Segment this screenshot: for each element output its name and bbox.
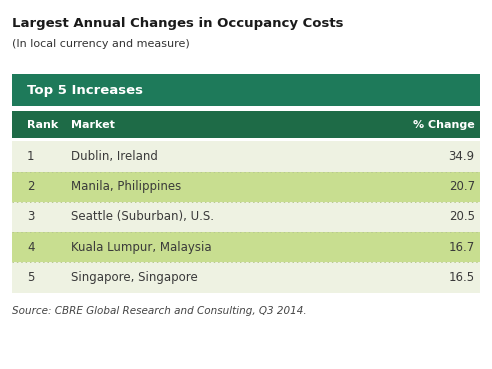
Bar [12,111,480,138]
Text: (In local currency and measure): (In local currency and measure) [12,39,190,49]
Text: Largest Annual Changes in Occupancy Costs: Largest Annual Changes in Occupancy Cost… [12,17,344,30]
Text: 5: 5 [27,271,34,284]
Text: Singapore, Singapore: Singapore, Singapore [71,271,198,284]
Text: Manila, Philippines: Manila, Philippines [71,180,182,193]
Text: 20.7: 20.7 [449,180,475,193]
Text: 1: 1 [27,150,34,163]
Text: 16.7: 16.7 [449,241,475,254]
Text: Market: Market [71,120,115,130]
Bar [12,106,480,111]
Text: 34.9: 34.9 [449,150,475,163]
Text: Kuala Lumpur, Malaysia: Kuala Lumpur, Malaysia [71,241,212,254]
Text: 20.5: 20.5 [449,210,475,224]
Text: Top 5 Increases: Top 5 Increases [27,83,143,97]
Bar [12,141,480,172]
Bar [12,74,480,106]
Text: 4: 4 [27,241,34,254]
Text: Source: CBRE Global Research and Consulting, Q3 2014.: Source: CBRE Global Research and Consult… [12,306,307,315]
Text: Seattle (Suburban), U.S.: Seattle (Suburban), U.S. [71,210,215,224]
Bar [12,262,480,293]
Bar [12,138,480,141]
Text: 2: 2 [27,180,34,193]
Bar [12,172,480,202]
Text: Dublin, Ireland: Dublin, Ireland [71,150,158,163]
Text: Rank: Rank [27,120,59,130]
Bar [12,232,480,262]
Bar [12,202,480,232]
Text: 3: 3 [27,210,34,224]
Text: % Change: % Change [413,120,475,130]
Text: 16.5: 16.5 [449,271,475,284]
